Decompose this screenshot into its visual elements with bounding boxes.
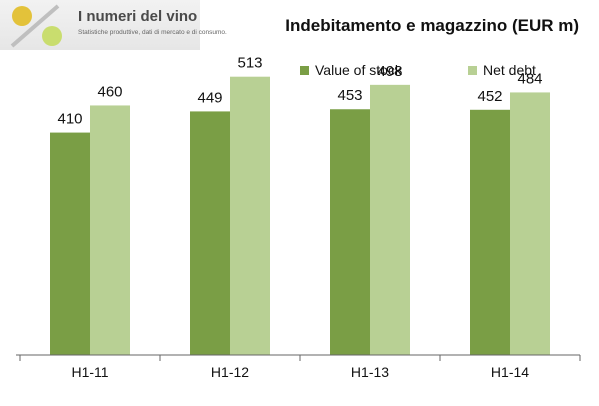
x-tick-label-h1-11: H1-11 — [71, 364, 108, 380]
x-tick-label-h1-13: H1-13 — [351, 364, 389, 380]
legend-item-net-debt: Net debt — [468, 62, 536, 78]
logo: I numeri del vino Statistiche produttive… — [0, 0, 227, 50]
data-label-value-of-stock-h1-12: 449 — [197, 89, 222, 106]
chart-title: Indebitamento e magazzino (EUR m) — [285, 16, 579, 35]
data-label-net-debt-h1-14: 484 — [517, 70, 542, 87]
bar-value-of-stock-h1-13 — [330, 109, 370, 355]
logo-subtitle: Statistiche produttive, dati di mercato … — [78, 29, 227, 36]
bar-value-of-stock-h1-11 — [50, 132, 90, 355]
bar-net-debt-h1-13 — [370, 84, 410, 356]
bar-value-of-stock-h1-14 — [470, 109, 510, 355]
data-label-net-debt-h1-11: 460 — [97, 83, 122, 100]
legend-label-net-debt: Net debt — [483, 62, 536, 78]
data-label-value-of-stock-h1-11: 410 — [57, 111, 82, 128]
logo-title: I numeri del vino — [78, 8, 198, 25]
legend-swatch-value-of-stock — [300, 65, 309, 75]
bar-net-debt-h1-12 — [230, 76, 270, 355]
data-label-value-of-stock-h1-14: 452 — [477, 88, 502, 105]
x-tick-label-h1-12: H1-12 — [211, 364, 249, 380]
x-tick-label-h1-14: H1-14 — [491, 364, 529, 380]
legend-swatch-net-debt — [468, 65, 477, 75]
legend-label-value-of-stock: Value of stock — [315, 62, 402, 78]
bar-net-debt-h1-14 — [510, 92, 550, 356]
data-label-value-of-stock-h1-13: 453 — [337, 87, 362, 104]
data-label-net-debt-h1-12: 513 — [237, 55, 262, 72]
bar-value-of-stock-h1-12 — [190, 111, 230, 355]
wine-percent-logo-icon — [10, 4, 62, 48]
bar-net-debt-h1-11 — [90, 105, 130, 355]
data-label-net-debt-h1-13: 498 — [377, 63, 402, 80]
legend-item-value-of-stock: Value of stock — [300, 62, 402, 78]
